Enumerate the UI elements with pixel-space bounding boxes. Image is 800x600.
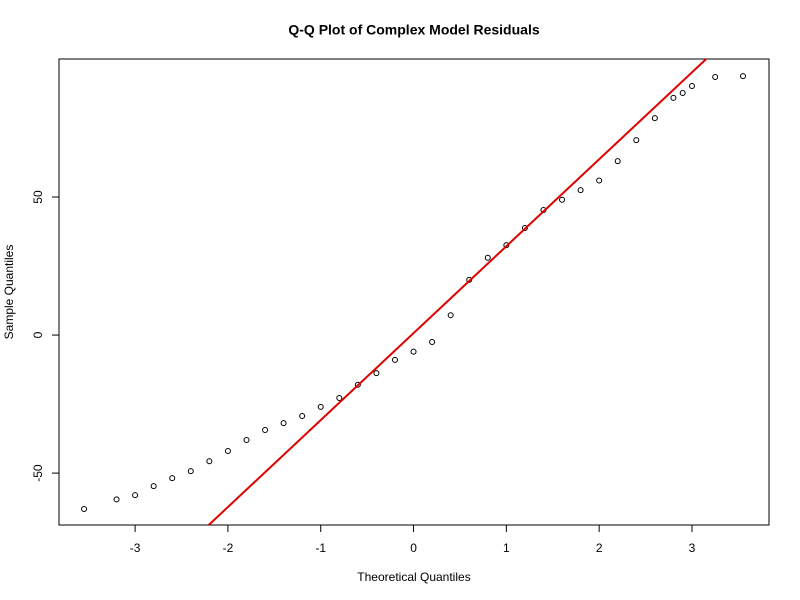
point xyxy=(206,458,213,465)
x-axis-label: Theoretical Quantiles xyxy=(357,570,470,584)
point xyxy=(651,115,658,122)
point xyxy=(559,196,566,203)
point xyxy=(577,187,584,194)
y-axis-label: Sample Quantiles xyxy=(2,245,16,340)
point xyxy=(299,412,306,419)
point xyxy=(447,312,454,319)
point xyxy=(224,448,231,455)
point xyxy=(614,158,621,165)
plot-box xyxy=(58,58,770,526)
point xyxy=(81,505,88,512)
point xyxy=(243,436,250,443)
point xyxy=(262,427,269,434)
x-tick-label: 1 xyxy=(503,541,510,555)
point xyxy=(679,89,686,96)
point xyxy=(633,137,640,144)
point xyxy=(521,224,528,231)
x-tick-label: 3 xyxy=(689,541,696,555)
point xyxy=(740,73,747,80)
point xyxy=(169,475,176,482)
point xyxy=(429,338,436,345)
y-tick-label: 50 xyxy=(31,190,45,204)
plot-area xyxy=(81,59,747,525)
x-tick-label: 0 xyxy=(410,541,417,555)
x-tick-label: -3 xyxy=(130,541,141,555)
point xyxy=(670,94,677,101)
point xyxy=(317,403,324,410)
y-tick-label: -50 xyxy=(31,464,45,482)
point xyxy=(354,381,361,388)
point xyxy=(712,73,719,80)
point xyxy=(596,177,603,184)
point xyxy=(336,395,343,402)
reference-line xyxy=(207,59,708,525)
y-tick-label: 0 xyxy=(31,331,45,338)
point xyxy=(113,496,120,503)
point xyxy=(132,492,139,499)
point xyxy=(391,356,398,363)
point xyxy=(373,370,380,377)
point xyxy=(484,254,491,261)
point xyxy=(150,483,157,490)
x-tick-label: 2 xyxy=(596,541,603,555)
point xyxy=(688,83,695,90)
point xyxy=(280,420,287,427)
chart-title: Q-Q Plot of Complex Model Residuals xyxy=(288,22,539,38)
point xyxy=(410,348,417,355)
x-tick-label: -1 xyxy=(315,541,326,555)
x-tick-label: -2 xyxy=(223,541,234,555)
point xyxy=(187,468,194,475)
